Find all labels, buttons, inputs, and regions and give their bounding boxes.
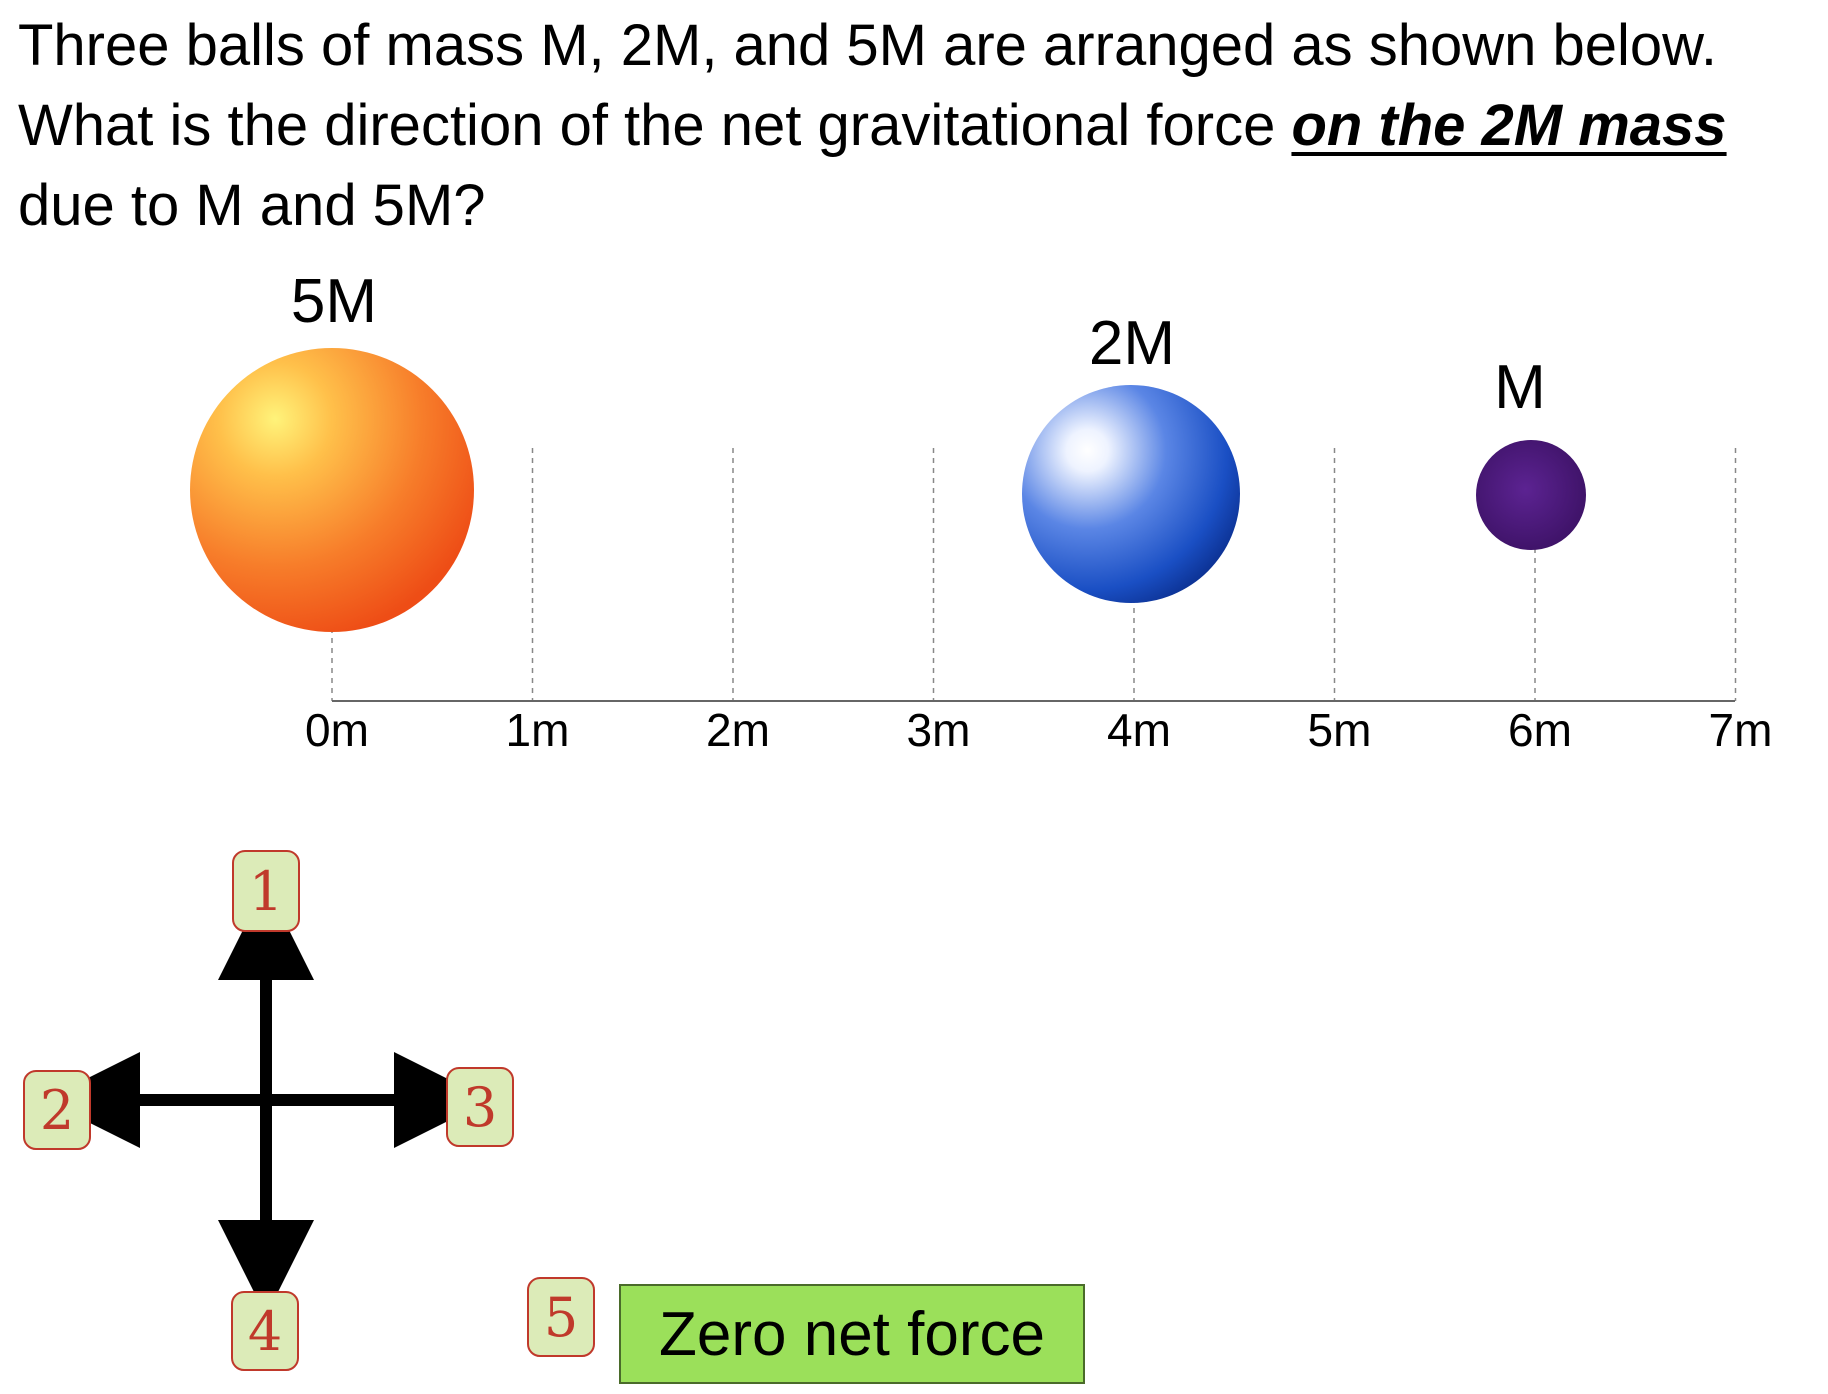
axis-tick-label: 2m bbox=[706, 704, 770, 756]
question-emphasis: on the 2M mass bbox=[1291, 93, 1727, 158]
choice-badge-2[interactable]: 2 bbox=[23, 1070, 91, 1150]
zero-net-force-box[interactable]: Zero net force bbox=[619, 1284, 1085, 1384]
choice-badge-4[interactable]: 4 bbox=[231, 1291, 299, 1371]
axis-tick-label: 4m bbox=[1107, 704, 1171, 756]
question-part-2: due to M and 5M? bbox=[18, 173, 486, 238]
ball-M bbox=[1476, 440, 1586, 550]
axis-tick-label: 3m bbox=[907, 704, 971, 756]
axis-tick-label: 6m bbox=[1508, 704, 1572, 756]
zero-net-force-label: Zero net force bbox=[659, 1299, 1045, 1369]
axis-tick-label: 7m bbox=[1709, 704, 1773, 756]
choice-label-4: 4 bbox=[248, 1300, 282, 1363]
ball-2M bbox=[1022, 385, 1240, 603]
choice-label-5: 5 bbox=[544, 1286, 578, 1349]
choice-badge-3[interactable]: 3 bbox=[446, 1067, 514, 1147]
axis-tick-label: 5m bbox=[1308, 704, 1372, 756]
axis-tick-label: 0m bbox=[305, 704, 369, 756]
ball-5M bbox=[190, 348, 474, 632]
choice-label-3: 3 bbox=[463, 1076, 497, 1139]
choice-badge-1[interactable]: 1 bbox=[232, 850, 300, 932]
balls bbox=[190, 348, 1586, 632]
ball-label-2M: 2M bbox=[1089, 309, 1175, 378]
direction-arrows bbox=[44, 884, 490, 1316]
choice-label-1: 1 bbox=[249, 860, 283, 923]
ball-label-M: M bbox=[1494, 353, 1546, 422]
ball-label-5M: 5M bbox=[291, 267, 377, 336]
choice-badge-5[interactable]: 5 bbox=[527, 1277, 595, 1357]
question-part-1: Three balls of mass M, 2M, and 5M are ar… bbox=[18, 13, 1717, 158]
axis-tick-label: 1m bbox=[506, 704, 570, 756]
axis-tick-labels: 0m 1m 2m 3m 4m 5m 6m 7m bbox=[305, 704, 1772, 756]
question-text: Three balls of mass M, 2M, and 5M are ar… bbox=[18, 6, 1808, 246]
choice-label-2: 2 bbox=[40, 1079, 74, 1142]
